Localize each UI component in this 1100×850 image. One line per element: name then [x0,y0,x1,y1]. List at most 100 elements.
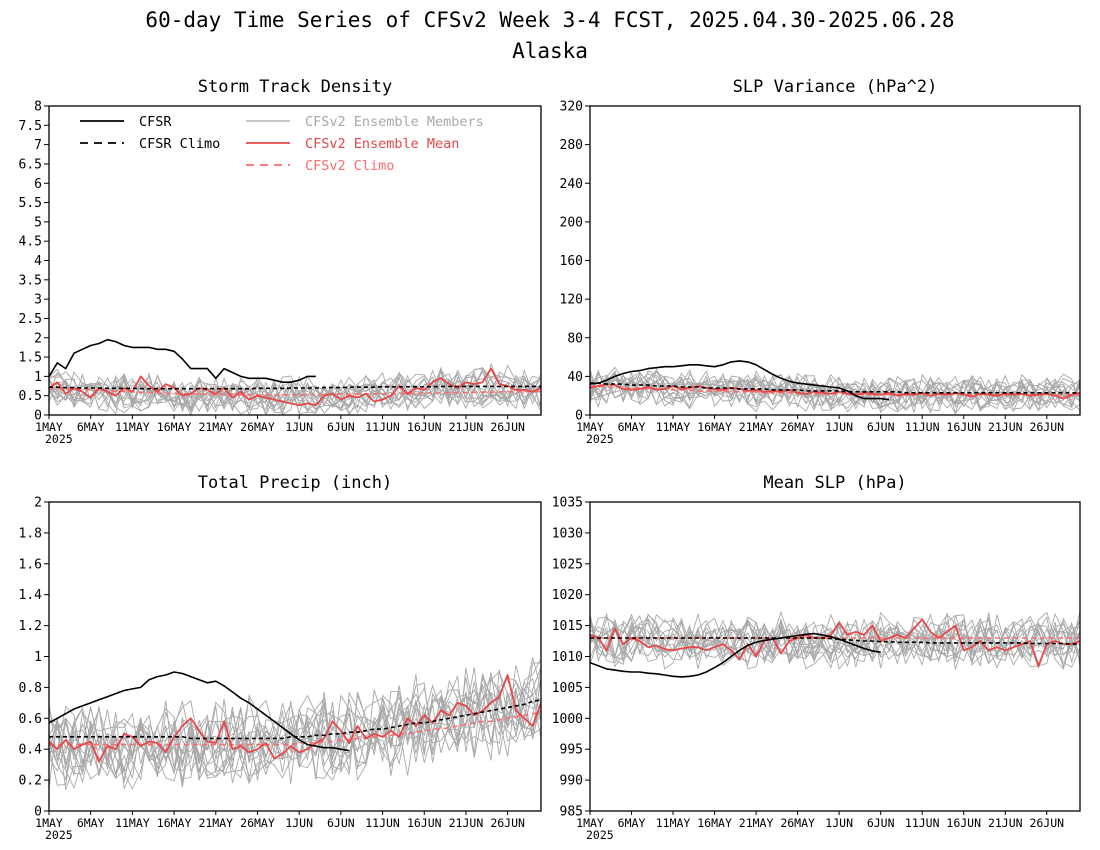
x-year-label: 2025 [586,828,614,842]
x-tick-label: 6MAY [618,420,646,434]
x-tick-label: 21MAY [198,420,233,434]
x-tick-label: 11MAY [115,816,150,830]
cfsr-climo-line [590,382,1080,394]
x-tick-label: 16JUN [407,420,442,434]
chart-panel-1: Storm Track Density 0 0.5 1 1.5 2 2.5 3 3.5 4 4.5 5… [19,77,542,446]
ensemble-member-line [49,683,541,790]
y-tick-label: 280 [560,138,583,153]
x-tick-label: 11MAY [656,816,691,830]
y-tick-label: 5.5 [19,196,42,211]
x-tick-label: 1JUN [825,420,853,434]
y-tick-label: 7 [34,138,42,153]
ensemble-member-line [590,614,1080,668]
x-tick-label: 16JUN [946,420,981,434]
ensemble-mean-line [590,618,1080,667]
x-tick-label: 11JUN [905,420,940,434]
x-tick-label: 11JUN [365,420,400,434]
y-tick-label: 1020 [552,588,583,603]
plot-frame [48,105,542,416]
x-tick-label: 1MAY [576,816,604,830]
ensemble-member-line [49,669,541,778]
plot-area [49,338,541,415]
y-tick-label: 6.5 [19,157,42,172]
ensemble-member-line [590,611,1080,670]
panel-title: Mean SLP (hPa) [763,473,906,493]
plot-frame [589,501,1081,812]
cfsr-climo-line [49,385,541,390]
x-tick-label: 21MAY [739,816,774,830]
ensemble-member-line [590,614,1080,666]
legend: CFSR CFSR Climo CFSv2 Ensemble Members CFSv… [80,114,484,174]
y-tick-label: 1030 [552,526,583,541]
ensemble-mean-line [49,674,541,763]
y-tick-label: 1.6 [19,557,42,572]
legend-label-members: CFSv2 Ensemble Members [305,114,484,130]
x-tick-label: 16JUN [407,816,442,830]
y-tick-label: 0 [34,409,42,424]
chart-panel-3: Total Precip (inch) 0 0.2 0.4 0.6 0.8 1 1.2 1.4 1… [19,473,542,842]
ensemble-member-line [49,665,541,789]
plot-frame [48,501,542,812]
y-tick-label: 1015 [552,619,583,634]
ensemble-member-line [49,368,541,412]
x-tick-label: 6MAY [618,816,646,830]
x-tick-label: 11JUN [365,816,400,830]
x-tick-label: 16MAY [157,420,192,434]
x-tick-label: 21JUN [449,420,484,434]
x-tick-label: 11MAY [115,420,150,434]
chart-panels: Storm Track Density 0 0.5 1 1.5 2 2.5 3 3.5 4 4.5 5… [19,77,1081,842]
y-tick-label: 0.5 [19,389,42,404]
y-tick-label: 0 [34,805,42,820]
y-tick-label: 1035 [552,496,583,511]
y-tick-label: 1000 [552,712,583,727]
x-tick-label: 16MAY [157,816,192,830]
y-tick-label: 4.5 [19,235,42,250]
legend-label-cfsr: CFSR [139,114,172,130]
chart-panel-2: SLP Variance (hPa^2) 0 40 80 120 160 200 240 280… [560,77,1081,446]
x-tick-label: 21JUN [988,816,1023,830]
ensemble-member-line [590,369,1080,410]
x-tick-label: 11MAY [656,420,691,434]
y-tick-label: 240 [560,177,583,192]
y-tick-label: 0.6 [19,712,42,727]
x-tick-label: 1MAY [576,420,604,434]
ensemble-member-line [590,610,1080,669]
x-tick-label: 6MAY [77,420,105,434]
ensemble-member-line [590,366,1080,413]
plot-area [590,360,1080,415]
ensemble-member-line [49,674,541,780]
y-tick-label: 1.8 [19,526,42,541]
y-tick-label: 990 [560,774,583,789]
y-tick-label: 2 [34,331,42,346]
ensemble-member-line [590,369,1080,413]
x-tick-label: 1MAY [35,420,63,434]
x-tick-label: 1JUN [825,816,853,830]
x-tick-label: 21JUN [449,816,484,830]
y-tick-label: 320 [560,100,583,115]
y-tick-label: 1025 [552,557,583,572]
cfsr-climo-line [590,637,1080,645]
ensemble-member-line [49,676,541,785]
legend-label-cfsv2-climo: CFSv2 Climo [305,158,394,174]
x-year-label: 2025 [586,432,614,446]
y-tick-label: 0 [575,409,583,424]
x-year-label: 2025 [45,432,73,446]
x-tick-label: 16MAY [697,816,732,830]
y-tick-label: 995 [560,743,583,758]
x-tick-label: 6JUN [867,420,895,434]
chart-panel-4: Mean SLP (hPa) 985 990 995 1000 1005 1010 1015 1… [552,473,1081,842]
cfsv2-climo-line [49,711,541,746]
y-tick-label: 3 [34,293,42,308]
panel-title: Total Precip (inch) [198,473,392,493]
x-tick-label: 16MAY [697,420,732,434]
y-tick-label: 1 [34,370,42,385]
cfsr-line [49,338,316,384]
y-tick-label: 0.2 [19,774,42,789]
x-tick-label: 26JUN [1029,816,1064,830]
x-tick-label: 16JUN [946,816,981,830]
legend-label-cfsr-climo: CFSR Climo [139,136,220,152]
x-tick-label: 21JUN [988,420,1023,434]
cfsr-line [590,632,881,678]
y-tick-label: 80 [567,331,583,346]
